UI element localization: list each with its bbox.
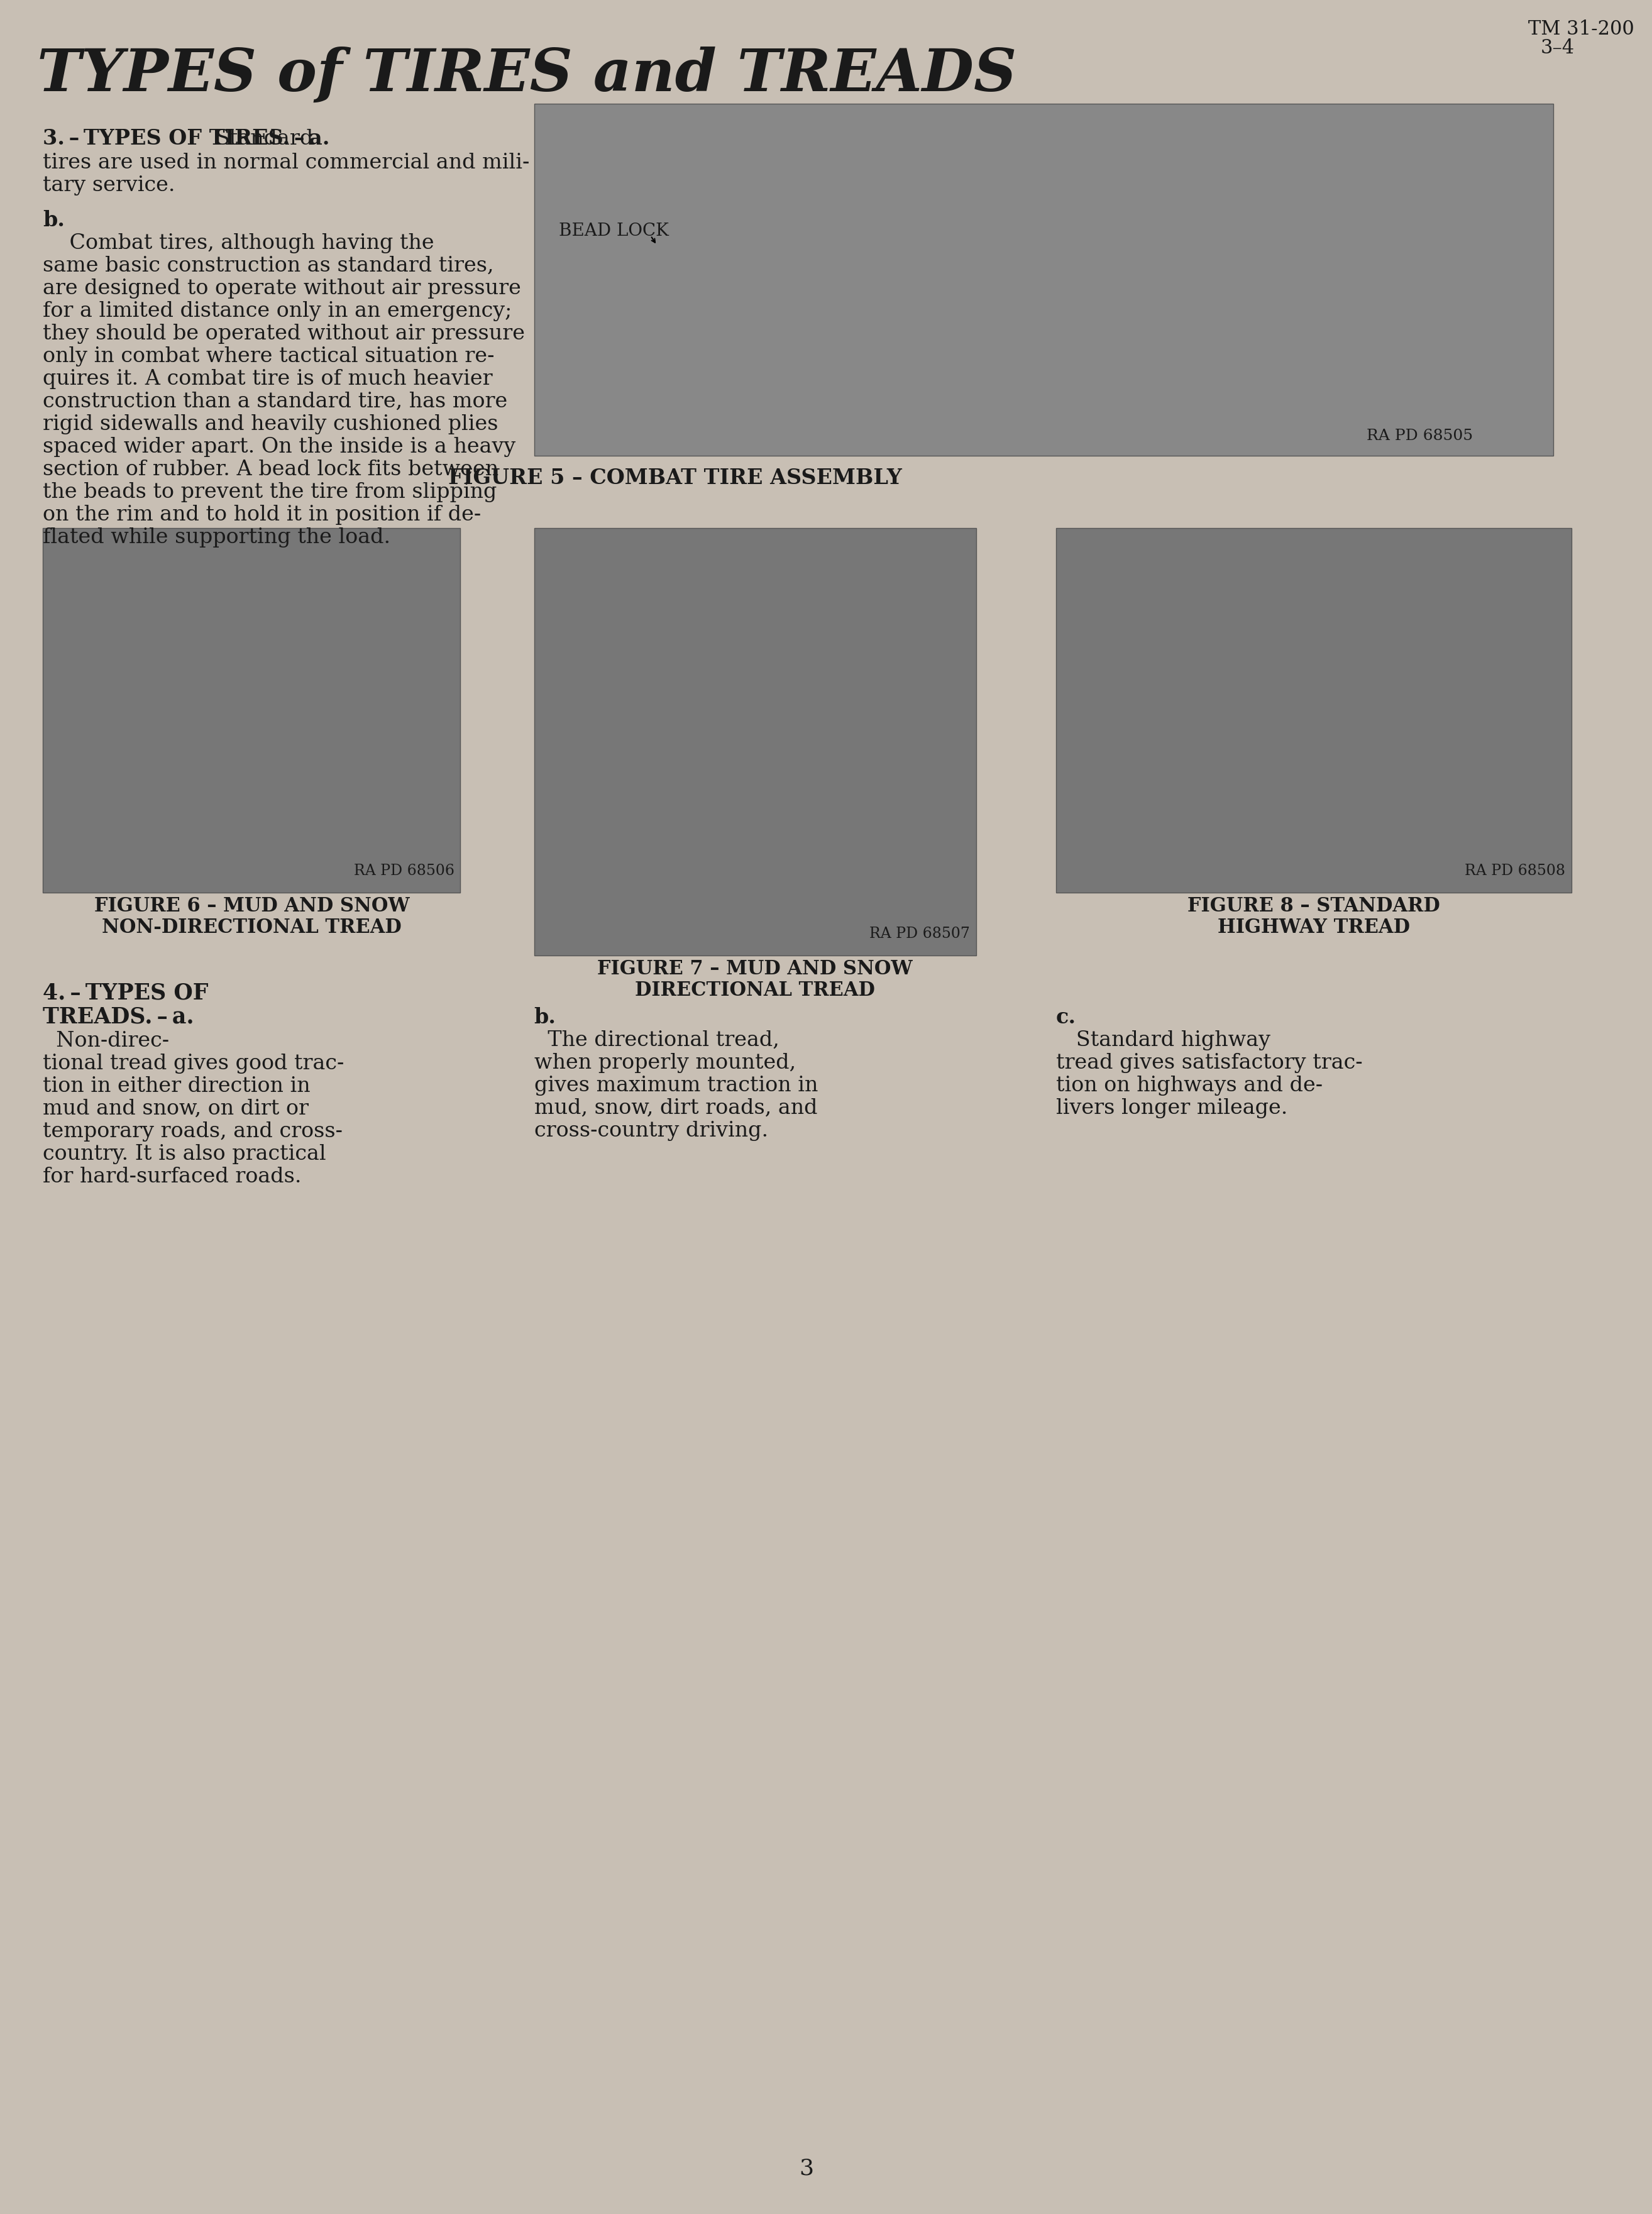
Text: c.: c. — [1056, 1007, 1075, 1027]
Text: they should be operated without air pressure: they should be operated without air pres… — [43, 323, 525, 343]
Text: tion on highways and de-: tion on highways and de- — [1056, 1076, 1322, 1096]
Bar — [43, 529, 461, 892]
Text: FIGURE 5 – COMBAT TIRE ASSEMBLY: FIGURE 5 – COMBAT TIRE ASSEMBLY — [448, 467, 902, 489]
Text: gives maximum traction in: gives maximum traction in — [534, 1076, 818, 1096]
Text: BEAD LOCK: BEAD LOCK — [558, 224, 669, 239]
Bar — [534, 529, 976, 956]
Text: RA PD 68505: RA PD 68505 — [1366, 430, 1474, 443]
Text: FIGURE 6 – MUD AND SNOW: FIGURE 6 – MUD AND SNOW — [94, 897, 410, 917]
Text: for hard-surfaced roads.: for hard-surfaced roads. — [43, 1167, 302, 1187]
Text: the beads to prevent the tire from slipping: the beads to prevent the tire from slipp… — [43, 483, 497, 503]
Text: tires are used in normal commercial and mili-: tires are used in normal commercial and … — [43, 153, 530, 173]
Text: for a limited distance only in an emergency;: for a limited distance only in an emerge… — [43, 301, 512, 321]
Text: on the rim and to hold it in position if de-: on the rim and to hold it in position if… — [43, 505, 481, 525]
Text: b.: b. — [43, 210, 64, 230]
Text: TYPES of TIRES and TREADS: TYPES of TIRES and TREADS — [36, 46, 1016, 104]
Text: RA PD 68508: RA PD 68508 — [1465, 863, 1566, 879]
Text: quires it. A combat tire is of much heavier: quires it. A combat tire is of much heav… — [43, 370, 492, 390]
Text: FIGURE 8 – STANDARD: FIGURE 8 – STANDARD — [1188, 897, 1441, 917]
Text: DIRECTIONAL TREAD: DIRECTIONAL TREAD — [634, 981, 876, 1001]
Text: country. It is also practical: country. It is also practical — [43, 1145, 325, 1165]
Text: 4. – TYPES OF: 4. – TYPES OF — [43, 983, 208, 1003]
Text: construction than a standard tire, has more: construction than a standard tire, has m… — [43, 392, 507, 412]
Text: The directional tread,: The directional tread, — [534, 1030, 780, 1049]
Text: tary service.: tary service. — [43, 175, 175, 195]
Text: rigid sidewalls and heavily cushioned plies: rigid sidewalls and heavily cushioned pl… — [43, 414, 499, 434]
Bar — [1056, 529, 1571, 892]
Text: same basic construction as standard tires,: same basic construction as standard tire… — [43, 257, 494, 277]
Text: HIGHWAY TREAD: HIGHWAY TREAD — [1218, 919, 1409, 937]
Text: tread gives satisfactory trac-: tread gives satisfactory trac- — [1056, 1054, 1363, 1074]
Text: flated while supporting the load.: flated while supporting the load. — [43, 527, 390, 547]
Text: Standard highway: Standard highway — [1056, 1030, 1270, 1049]
Text: TREADS. – a.: TREADS. – a. — [43, 1007, 195, 1027]
Text: tion in either direction in: tion in either direction in — [43, 1076, 311, 1096]
Text: livers longer mileage.: livers longer mileage. — [1056, 1098, 1287, 1118]
Text: cross-country driving.: cross-country driving. — [534, 1120, 768, 1140]
Text: mud, snow, dirt roads, and: mud, snow, dirt roads, and — [534, 1098, 818, 1118]
Text: only in combat where tactical situation re-: only in combat where tactical situation … — [43, 345, 494, 368]
Text: 3. – TYPES OF TIRES. – a.: 3. – TYPES OF TIRES. – a. — [43, 128, 330, 148]
Text: 3–4: 3–4 — [1541, 38, 1574, 58]
Text: Combat tires, although having the: Combat tires, although having the — [43, 232, 434, 252]
Text: 3: 3 — [800, 2159, 814, 2179]
Text: mud and snow, on dirt or: mud and snow, on dirt or — [43, 1098, 309, 1118]
Text: spaced wider apart. On the inside is a heavy: spaced wider apart. On the inside is a h… — [43, 436, 515, 456]
Text: NON-DIRECTIONAL TREAD: NON-DIRECTIONAL TREAD — [102, 919, 401, 937]
Text: tional tread gives good trac-: tional tread gives good trac- — [43, 1054, 344, 1074]
Text: FIGURE 7 – MUD AND SNOW: FIGURE 7 – MUD AND SNOW — [598, 959, 912, 979]
Text: Non-direc-: Non-direc- — [43, 1032, 170, 1052]
Text: b.: b. — [534, 1007, 557, 1027]
Text: are designed to operate without air pressure: are designed to operate without air pres… — [43, 279, 522, 299]
Text: section of rubber. A bead lock fits between: section of rubber. A bead lock fits betw… — [43, 461, 499, 480]
Text: Standard: Standard — [215, 128, 314, 148]
Text: RA PD 68506: RA PD 68506 — [354, 863, 454, 879]
Text: TM 31-200: TM 31-200 — [1528, 20, 1634, 40]
Bar — [534, 104, 1553, 456]
Text: temporary roads, and cross-: temporary roads, and cross- — [43, 1122, 344, 1142]
Text: RA PD 68507: RA PD 68507 — [869, 928, 970, 941]
Text: when properly mounted,: when properly mounted, — [534, 1054, 796, 1074]
